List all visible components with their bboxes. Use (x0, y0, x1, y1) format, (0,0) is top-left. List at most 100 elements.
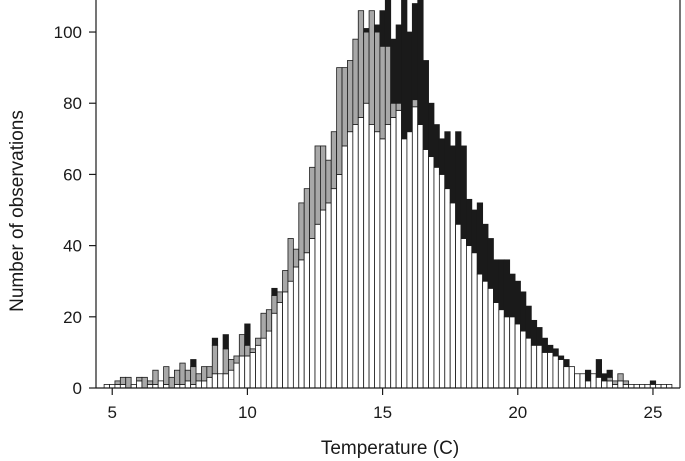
bar-white (352, 124, 359, 389)
bar-gray (119, 376, 127, 385)
bar-gray (249, 348, 256, 353)
bar-gray (357, 10, 365, 118)
bar-white (422, 149, 429, 389)
bar-gray (276, 291, 283, 303)
bar-black (649, 380, 657, 385)
bar-black (460, 145, 467, 239)
bar-black (563, 359, 570, 368)
bar-white (547, 351, 554, 389)
bar-white (503, 316, 511, 389)
y-tick-label: 60 (63, 165, 82, 184)
bar-black (476, 202, 484, 275)
bar-black (449, 145, 457, 204)
bar-gray (374, 31, 381, 133)
bar-black (584, 369, 592, 382)
bar-black (503, 259, 511, 318)
bar-white (330, 188, 338, 389)
bar-white (265, 330, 273, 389)
bar-white (411, 106, 419, 389)
bar-black (438, 138, 446, 175)
bar-white (444, 188, 451, 389)
bar-gray (265, 309, 273, 332)
bar-gray (303, 188, 311, 254)
bar-white (460, 238, 467, 389)
y-tick-label: 0 (73, 379, 82, 398)
bar-white (395, 109, 402, 389)
bar-black (401, 0, 408, 140)
bar-black (395, 24, 402, 104)
bar-gray (292, 248, 300, 268)
bar-black (530, 319, 538, 346)
bar-gray (363, 31, 370, 104)
bar-white (320, 209, 327, 389)
x-tick-label: 20 (508, 403, 527, 422)
bar-white (455, 223, 462, 389)
bar-gray (163, 366, 170, 385)
bar-gray (114, 380, 121, 385)
bar-white (406, 131, 413, 389)
bar-white (466, 245, 473, 389)
bar-white (498, 309, 505, 389)
bar-white (401, 138, 408, 389)
bar-gray (390, 102, 397, 118)
bar-white (347, 131, 354, 389)
bar-white (568, 366, 575, 389)
y-tick-label: 100 (54, 23, 82, 42)
bar-black (384, 0, 392, 47)
bar-white (579, 373, 586, 389)
bar-white (525, 337, 532, 389)
bar-white (222, 373, 229, 389)
bar-white (514, 323, 521, 389)
bar-gray (379, 45, 386, 140)
x-tick-label: 5 (107, 403, 116, 422)
bar-black (211, 337, 219, 346)
bar-white (357, 117, 365, 389)
bar-white (390, 117, 397, 389)
bar-white (249, 351, 256, 389)
bar-white (228, 369, 235, 389)
bar-black (271, 287, 278, 296)
bar-gray (125, 376, 132, 389)
bar-black (498, 259, 505, 311)
bar-white (552, 355, 559, 389)
bar-white (363, 102, 370, 389)
bar-black (601, 373, 608, 382)
bar-black (363, 28, 370, 33)
bar-gray (184, 369, 192, 382)
bar-gray (244, 344, 251, 357)
bar-gray (222, 348, 229, 375)
bar-white (379, 138, 386, 389)
bar-black (514, 280, 521, 325)
bar-gray (612, 380, 619, 385)
bar-white (233, 362, 240, 389)
bar-gray (617, 373, 624, 382)
bar-gray (168, 376, 175, 389)
bar-gray (622, 380, 630, 385)
bar-gray (298, 202, 305, 261)
bar-gray (314, 145, 321, 225)
bar-gray (325, 159, 332, 204)
bar-black (487, 238, 494, 289)
bar-white (428, 156, 435, 389)
bar-white (244, 355, 251, 389)
y-tick-label: 80 (63, 94, 82, 113)
bar-black (541, 337, 548, 353)
bar-white (438, 174, 446, 389)
bar-white (574, 373, 581, 389)
y-axis-title: Number of observations (7, 110, 28, 312)
bar-gray (152, 369, 159, 385)
bar-black (557, 355, 565, 360)
bar-white (601, 380, 608, 389)
bar-white (292, 266, 300, 389)
bar-white (341, 145, 348, 389)
bar-white (217, 373, 224, 389)
bar-gray (136, 376, 143, 382)
bar-gray (384, 45, 392, 125)
bar-white (374, 131, 381, 389)
bar-black (471, 209, 478, 254)
bar-black (411, 3, 419, 101)
bar-gray (260, 312, 267, 339)
bar-white (298, 259, 305, 389)
bar-black (493, 259, 500, 303)
bar-gray (195, 373, 202, 382)
